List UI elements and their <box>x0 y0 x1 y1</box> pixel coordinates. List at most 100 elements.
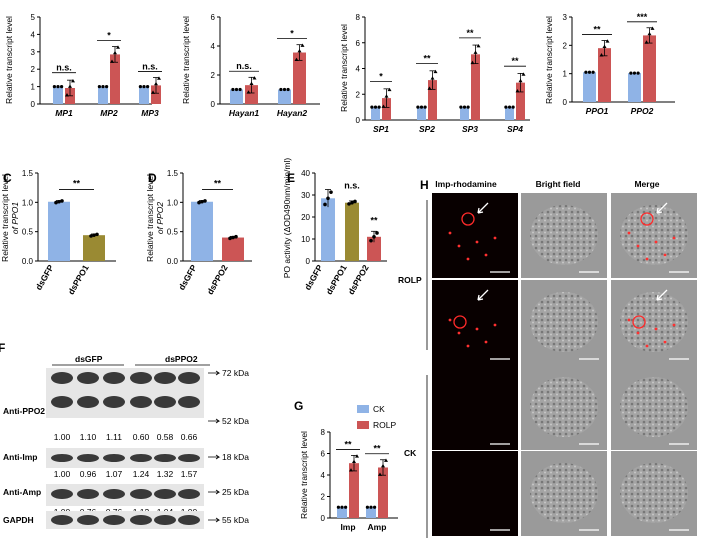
y-tick-label: 1.5 <box>22 169 34 178</box>
blot-band <box>178 372 200 384</box>
data-point <box>197 200 201 205</box>
panel-label: F <box>0 341 5 355</box>
red-signal <box>453 315 467 329</box>
blot-band <box>130 396 152 408</box>
bar-rolp <box>643 35 656 102</box>
category-label: SP4 <box>507 124 523 134</box>
micro-overlay <box>611 451 697 536</box>
kda-label: 55 kDa <box>222 515 249 525</box>
bar-rolp <box>516 82 525 120</box>
column-header: Bright field <box>536 179 581 189</box>
y-tick-label: 2 <box>31 65 36 74</box>
sig-label: * <box>290 29 294 39</box>
y-tick-label: 2 <box>356 90 361 99</box>
red-dot <box>493 236 497 240</box>
data-point <box>644 40 649 44</box>
bar-ck <box>628 73 641 102</box>
y-tick-label: 0 <box>31 100 36 109</box>
data-point <box>369 505 373 509</box>
band-label: Anti-PPO2 <box>3 406 45 416</box>
blot-band <box>103 454 125 462</box>
legend-label: CK <box>373 404 385 414</box>
red-dot <box>645 257 649 261</box>
data-point <box>369 238 373 243</box>
blot-band <box>178 515 200 525</box>
data-point <box>231 235 235 240</box>
red-dot <box>636 331 640 335</box>
data-point <box>377 105 381 109</box>
y-tick-label: 5 <box>31 13 36 22</box>
band-label: Anti-Imp <box>3 452 37 462</box>
y-axis-label: Relative transcript level <box>339 24 349 112</box>
blot-band <box>51 515 73 525</box>
data-point <box>419 105 424 109</box>
chart-ppo: 0 1 2 3 Relative transcript level ** PPO1 *** PP… <box>544 12 675 116</box>
data-point <box>584 70 588 74</box>
arrow-icon <box>656 289 668 301</box>
category-label: SP2 <box>419 124 435 134</box>
category-label: dsGFP <box>33 263 56 292</box>
sig-label: n.s. <box>142 61 158 71</box>
red-signal <box>461 212 475 226</box>
y-tick-label: 0.5 <box>22 228 34 237</box>
category-label: SP1 <box>373 124 389 134</box>
data-point <box>647 31 652 36</box>
y-axis-label-2: of PPO1 <box>10 202 20 234</box>
data-point <box>282 87 287 92</box>
quant-value: 1.24 <box>133 469 150 479</box>
red-dot <box>457 331 461 335</box>
blot-band <box>103 372 125 384</box>
bar <box>48 201 70 261</box>
bar-rolp <box>471 54 480 120</box>
y-tick-label: 20 <box>301 213 310 222</box>
arrow-icon <box>208 517 221 523</box>
data-point <box>238 87 242 92</box>
micro-overlay <box>521 193 607 278</box>
y-tick-label: 0 <box>563 98 568 107</box>
quant-value: 1.00 <box>54 469 71 479</box>
sig-label: ** <box>423 54 431 64</box>
arrow-icon <box>208 489 221 495</box>
bar-ck <box>417 107 426 120</box>
bar-ck <box>337 507 347 518</box>
data-point <box>344 505 348 509</box>
data-point <box>95 232 99 237</box>
bar-ck <box>230 89 243 104</box>
sig-label: ** <box>466 28 474 38</box>
data-point <box>231 87 235 92</box>
red-dot <box>466 257 470 261</box>
red-dot <box>654 327 658 331</box>
blot-band <box>103 515 125 525</box>
sig-label: n.s. <box>344 180 360 190</box>
data-point <box>56 85 60 89</box>
quant-value: 1.10 <box>80 432 97 442</box>
red-dot <box>475 240 479 244</box>
y-axis-label: Relative transcript level <box>0 174 10 262</box>
sig-label: * <box>379 72 383 82</box>
y-tick-label: 1.0 <box>22 198 34 207</box>
data-point <box>110 59 114 63</box>
micro-overlay <box>611 365 697 450</box>
y-axis-label: Relative transcript level <box>4 16 14 104</box>
data-point <box>347 202 351 206</box>
data-point <box>381 104 386 108</box>
blot-band <box>51 454 73 462</box>
data-point <box>326 196 330 201</box>
data-point <box>101 85 105 89</box>
red-dot <box>663 253 667 257</box>
microscopy: H Imp-rhodamine Bright field Merge ROLP CK <box>398 178 697 538</box>
bar-ck <box>53 86 63 104</box>
data-point <box>234 87 239 92</box>
bar-rolp <box>382 98 391 120</box>
y-tick-label: 0.0 <box>167 257 179 266</box>
blot-band <box>178 396 200 408</box>
cell-cluster <box>620 205 688 265</box>
data-point <box>352 459 356 464</box>
category-label: MP2 <box>100 108 118 118</box>
data-point <box>57 199 61 204</box>
category-label: dsGFP <box>302 263 325 292</box>
red-signal <box>632 315 646 329</box>
data-point <box>228 236 232 241</box>
